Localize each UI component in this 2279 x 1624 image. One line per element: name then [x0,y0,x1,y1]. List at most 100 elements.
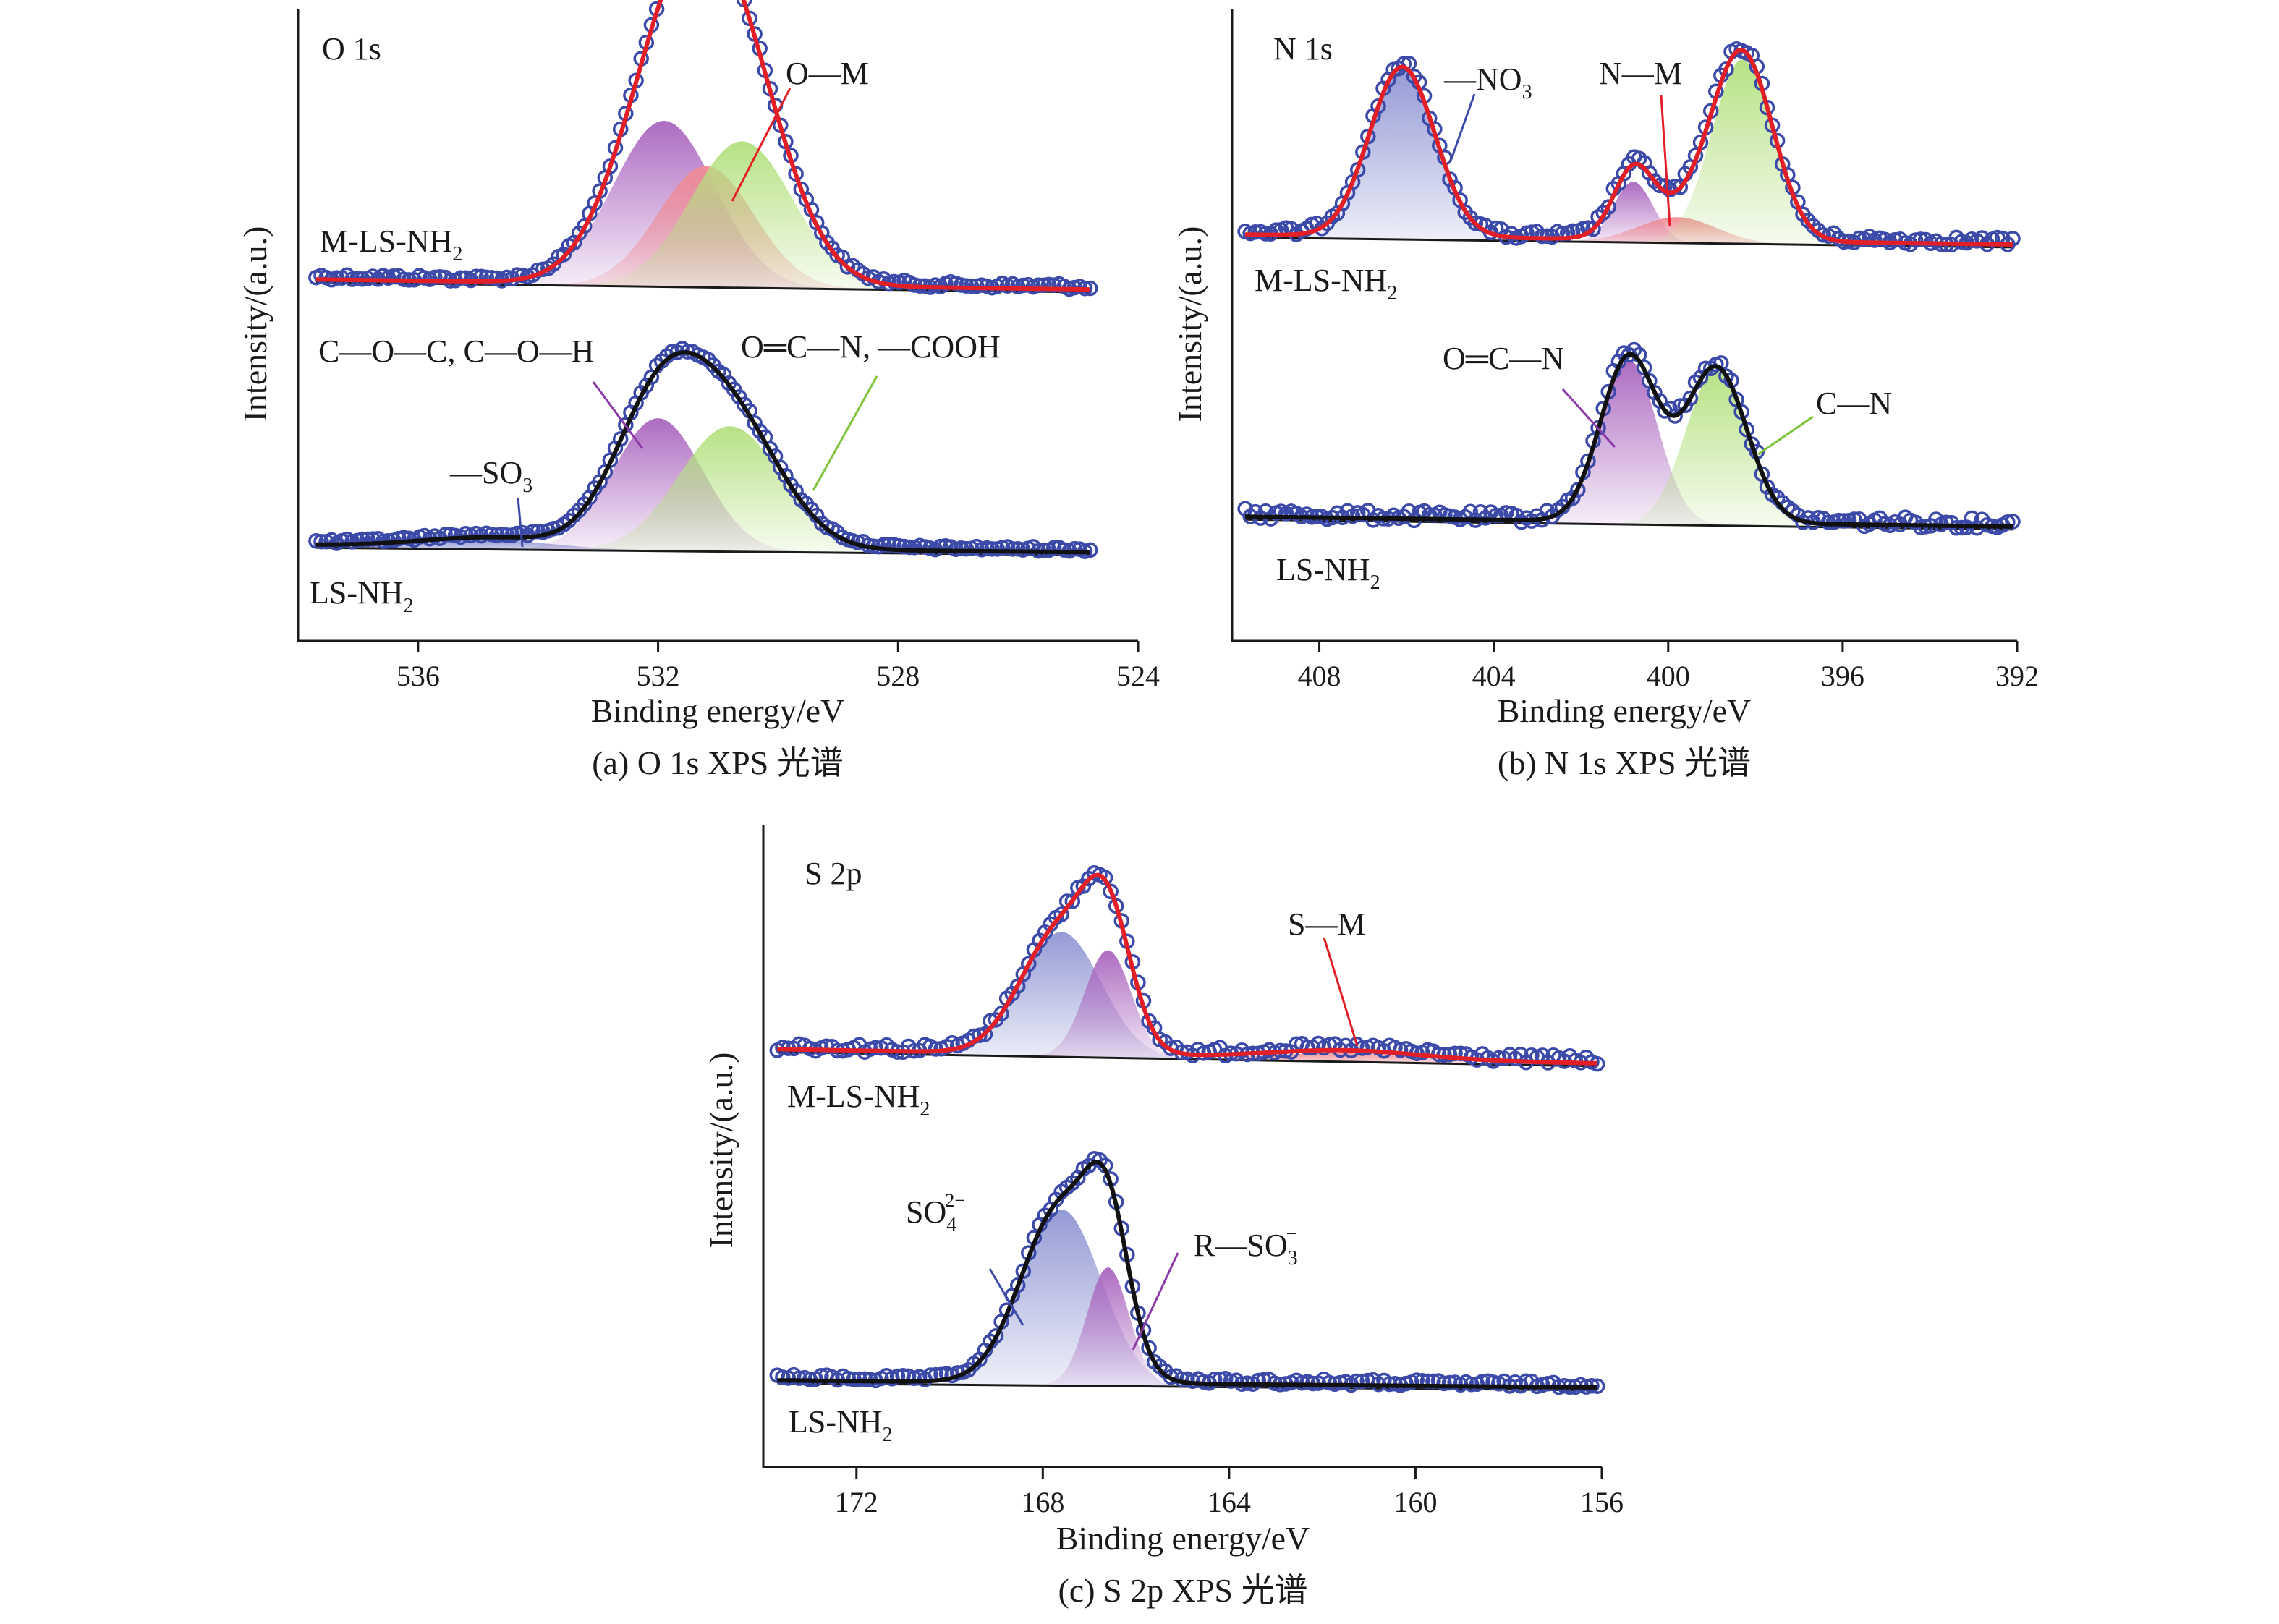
n1s-raw-point [1830,512,1847,529]
o1s-raw-point [396,530,412,546]
n1s-raw-point [1247,224,1263,240]
o1s-caption: (a) O 1s XPS 光谱 [592,744,844,781]
o1s-y-axis-title: Intensity/(a.u.) [237,226,273,422]
s2p-leader-rso3 [1132,1252,1179,1351]
s2p-raw-point [1354,1373,1370,1390]
n1s-component-peak-0-1 [1245,182,2013,247]
n1s-x-ticks: 408 404 400 396 392 [1298,641,2039,692]
n1s-component-peak-0-2 [1245,217,2013,247]
s2p-x-tick-label: 172 [835,1486,878,1518]
s2p-raw-point [1349,1373,1365,1390]
s2p-raw-point [988,1327,1004,1344]
n1s-x-tick-label: 404 [1472,660,1516,692]
o1s-x-tick-label: 528 [876,660,920,692]
o1s-raw-point [1015,277,1031,294]
n1s-sample-label-m: M-LS-NH2 [1255,263,1397,305]
o1s-raw-point [576,218,593,234]
s2p-x-tick-label: 168 [1021,1486,1064,1518]
o1s-fit-envelope-1 [315,350,1090,555]
n1s-leader-c-n [1757,415,1814,456]
s2p-fit-envelope-0 [777,872,1597,1066]
s2p-raw-point [1332,1374,1349,1391]
n1s-component-fills [1245,59,2013,530]
o1s-annotation-c-o: C—O—C, C—O—H [318,333,594,369]
o1s-raw-point [1045,540,1062,556]
o1s-x-axis-title: Binding energy/eV [591,692,844,729]
o1s-leader-so3 [517,497,524,548]
o1s-raw-point [1066,540,1083,557]
o1s-raw-point [953,540,969,556]
s2p-raw-points [769,865,1605,1395]
s2p-raw-point [1441,1374,1458,1391]
o1s-raw-point [308,533,324,549]
n1s-raw-point [1600,199,1616,215]
s2p-raw-point [1053,906,1069,922]
s2p-x-tick-label: 160 [1393,1486,1437,1518]
o1s-raw-point [427,269,443,286]
n1s-caption: (b) N 1s XPS 光谱 [1498,744,1751,781]
s2p-x-axis-title: Binding energy/eV [1056,1520,1310,1557]
s2p-axis-frame [762,825,1602,1468]
n1s-raw-point [1718,61,1734,77]
s2p-raw-point [867,1040,884,1055]
o1s-raw-point [1035,277,1052,294]
n1s-x-axis-title: Binding energy/eV [1498,692,1751,729]
s2p-raw-point [1354,1040,1370,1056]
n1s-raw-point [1396,56,1412,72]
s2p-annotation-so4: SO42− [906,1190,965,1236]
n1s-raw-point [1887,231,1904,248]
o1s-raw-point [1030,277,1047,293]
s2p-raw-point [977,1026,993,1042]
o1s-sample-label-m: M-LS-NH2 [320,224,462,265]
n1s-y-axis-title: Intensity/(a.u.) [1171,226,1208,422]
n1s-x-tick-label: 408 [1298,660,1341,692]
o1s-fit-envelope-0 [315,0,1090,292]
n1s-panel-label: N 1s [1273,31,1333,67]
s2p-raw-point [775,1369,791,1385]
n1s-component-peak-1-0 [1245,360,2013,530]
s2p-raw-point [1436,1375,1452,1392]
o1s-leader-c-o [592,381,644,449]
s2p-raw-point [1021,956,1037,972]
o1s-annotation-ocn: O═C—N, —COOH [741,329,1001,365]
o1s-raw-point [478,269,494,286]
o1s-raw-point [313,533,329,550]
n1s-fit-envelope-0 [1245,47,2013,247]
s2p-raw-point [791,1370,807,1386]
panel-o1s: 536 532 528 524 O 1s M-LS-NH2 LS-NH2 O—M C—… [237,0,1160,781]
n1s-component-peak-0-0 [1245,69,2013,247]
o1s-raw-point [452,270,469,286]
o1s-raw-point [886,273,902,290]
n1s-raw-point [1570,482,1586,498]
n1s-fit-envelope-1 [1245,352,2013,529]
panel-n1s: 408 404 400 396 392 N 1s M-LS-NH2 LS-NH2 —NO… [1171,9,2039,781]
s2p-leader-s-m [1323,937,1359,1047]
o1s-raw-point [1004,541,1021,557]
n1s-raw-point [1487,507,1504,524]
s2p-leader-so4 [988,1268,1024,1326]
n1s-axis-frame [1231,9,2017,642]
o1s-raw-point [891,537,907,554]
s2p-x-tick-label: 164 [1208,1486,1251,1518]
s2p-sample-label-m: M-LS-NH2 [787,1079,930,1121]
o1s-x-tick-label: 532 [637,660,680,692]
s2p-fit-envelope-1 [777,1160,1597,1390]
s2p-raw-point [1250,1372,1266,1389]
n1s-raw-point [1682,390,1699,407]
n1s-leader-n-m [1660,95,1671,226]
o1s-x-tick-label: 524 [1116,660,1160,692]
o1s-raw-point [958,540,975,557]
s2p-x-tick-label: 156 [1580,1486,1624,1518]
o1s-axis-frame [297,9,1138,642]
o1s-raw-point [901,539,917,556]
panel-s2p: 172 168 164 160 156 S 2p M-LS-NH2 LS-NH2 S—M… [703,825,1624,1609]
n1s-annotation-n-m: N—M [1599,56,1682,91]
s2p-caption: (c) S 2p XPS 光谱 [1058,1572,1307,1609]
o1s-raw-point [437,527,453,543]
s2p-component-fills [777,932,1597,1390]
o1s-fit-envelopes [315,0,1090,555]
s2p-raw-point [1064,893,1081,909]
o1s-raw-point [509,525,525,542]
n1s-leader-no3 [1450,93,1476,160]
